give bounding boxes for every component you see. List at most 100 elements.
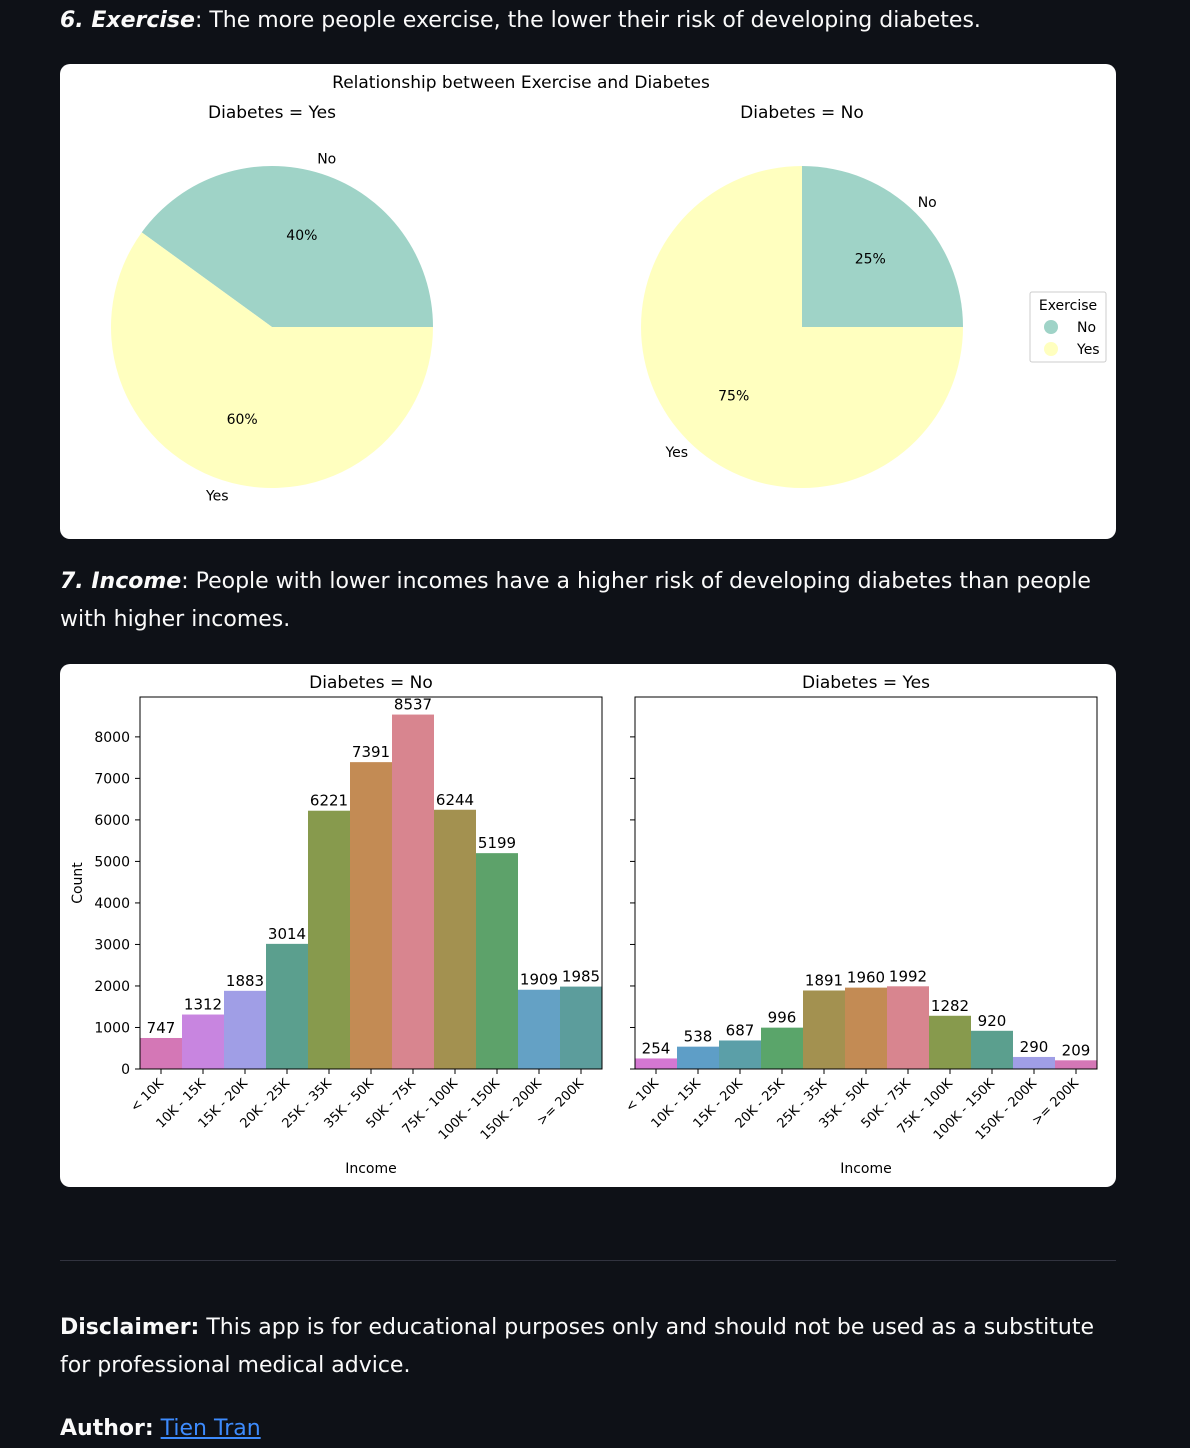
- exercise-pie-figure: Relationship between Exercise and Diabet…: [60, 64, 1116, 539]
- y-axis-label: Count: [70, 862, 86, 904]
- y-tick-label: 0: [121, 1062, 130, 1078]
- income-bar-chart: Count 0 1000 2000 3000 4000 5000 6000 7000 8000 74…: [70, 673, 1098, 1177]
- divider: [60, 1260, 1116, 1261]
- pie-slice-no: [141, 165, 433, 327]
- section-heading-income: 7. Income: People with lower incomes hav…: [60, 563, 1120, 639]
- y-tick-label: 1000: [94, 1020, 130, 1036]
- x-tick-label: >= 200K: [1029, 1076, 1082, 1129]
- x-axis-label: Income: [840, 1161, 892, 1177]
- disclaimer: Disclaimer: This app is for educational …: [60, 1309, 1120, 1385]
- pie-slice-yes: [111, 232, 434, 488]
- section-title: Exercise: [91, 8, 195, 33]
- x-axis-label: Income: [345, 1161, 397, 1177]
- income-bar-figure: Count 0 1000 2000 3000 4000 5000 6000 7000 8000 74…: [60, 664, 1116, 1187]
- bar-value-label: 1312: [184, 996, 222, 1014]
- bar-value-label: 1985: [562, 968, 600, 986]
- bar-value-label: 1960: [847, 969, 885, 987]
- bar: [635, 1058, 677, 1069]
- x-tick-label: >= 200K: [534, 1076, 587, 1129]
- bar: [1013, 1056, 1055, 1069]
- bar: [677, 1046, 719, 1069]
- author-link[interactable]: Tien Tran: [160, 1416, 261, 1441]
- bar: [560, 986, 602, 1069]
- y-tick-label: 2000: [94, 979, 130, 995]
- bar: [140, 1037, 182, 1069]
- author: Author: Tien Tran: [60, 1410, 1120, 1448]
- section-text: : The more people exercise, the lower th…: [194, 8, 981, 33]
- section-text: : People with lower incomes have a highe…: [60, 569, 1091, 632]
- pie-legend: Exercise No Yes: [1029, 291, 1107, 363]
- bar-value-label: 6221: [310, 792, 348, 810]
- bar-value-label: 1909: [520, 971, 558, 989]
- bar-value-label: 209: [1062, 1041, 1091, 1059]
- bar: [845, 987, 887, 1069]
- legend-label: No: [1077, 320, 1096, 336]
- legend-title: Exercise: [1039, 298, 1097, 314]
- bar-value-label: 1891: [805, 971, 843, 989]
- author-label: Author:: [60, 1416, 154, 1441]
- bar-value-label: 290: [1020, 1038, 1049, 1056]
- pie-slice-no: [802, 166, 963, 327]
- y-tick-label: 5000: [94, 854, 130, 870]
- bar: [971, 1030, 1013, 1069]
- pie-percent-label: 75%: [718, 388, 749, 404]
- pie-category-label: No: [918, 195, 937, 211]
- chart-title: Relationship between Exercise and Diabet…: [332, 73, 710, 93]
- pie-category-label: Yes: [664, 445, 688, 461]
- y-tick-label: 7000: [94, 771, 130, 787]
- pie-category-label: Yes: [205, 488, 229, 504]
- pie-panel-title: Diabetes = Yes: [208, 103, 336, 123]
- bar-value-label: 1992: [889, 967, 927, 985]
- pie-category-label: No: [317, 152, 336, 168]
- x-tick-label: < 10K: [128, 1076, 167, 1115]
- legend-label: Yes: [1076, 342, 1100, 358]
- bar-value-label: 3014: [268, 925, 306, 943]
- y-tick-label: 3000: [94, 937, 130, 953]
- bar: [308, 810, 350, 1069]
- bar-panel-title: Diabetes = Yes: [802, 673, 930, 693]
- bar: [803, 990, 845, 1069]
- bar-value-label: 6244: [436, 791, 474, 809]
- pie-percent-label: 40%: [286, 228, 317, 244]
- bar: [266, 943, 308, 1069]
- pie-slice-yes: [641, 166, 963, 488]
- bar: [434, 809, 476, 1069]
- bar-value-label: 8537: [394, 696, 432, 714]
- section-title: Income: [91, 569, 182, 594]
- bar: [182, 1014, 224, 1069]
- pie-panel-title: Diabetes = No: [740, 103, 864, 123]
- y-tick-label: 8000: [94, 730, 130, 746]
- y-tick-label: 6000: [94, 813, 130, 829]
- bar: [761, 1027, 803, 1069]
- legend-marker-yes: [1044, 342, 1058, 356]
- bar: [518, 989, 560, 1069]
- bar: [929, 1015, 971, 1069]
- bar: [887, 986, 929, 1069]
- section-number: 7.: [60, 569, 84, 594]
- bar-panel-title: Diabetes = No: [309, 673, 433, 693]
- bar-panel: 0 1000 2000 3000 4000 5000 6000 7000 8000 747 1312…: [94, 673, 603, 1177]
- bar: [719, 1040, 761, 1069]
- bar-value-label: 538: [684, 1028, 713, 1046]
- bar: [1055, 1060, 1097, 1069]
- pie-percent-label: 25%: [855, 252, 886, 268]
- bar-value-label: 7391: [352, 743, 390, 761]
- bar-value-label: 5199: [478, 834, 516, 852]
- bar-value-label: 996: [768, 1009, 797, 1027]
- section-heading-exercise: 6. Exercise: The more people exercise, t…: [60, 2, 1120, 40]
- bar: [224, 990, 266, 1069]
- bar-value-label: 920: [978, 1012, 1007, 1030]
- y-tick-label: 4000: [94, 896, 130, 912]
- exercise-pie-chart: Relationship between Exercise and Diabet…: [111, 73, 1107, 504]
- bar: [392, 714, 434, 1069]
- bar-value-label: 254: [642, 1039, 671, 1057]
- bar-value-label: 1282: [931, 997, 969, 1015]
- legend-marker-no: [1044, 320, 1058, 334]
- disclaimer-text: This app is for educational purposes onl…: [60, 1315, 1095, 1378]
- bar: [350, 762, 392, 1069]
- bar-value-label: 1883: [226, 972, 264, 990]
- bar: [476, 853, 518, 1069]
- section-number: 6.: [60, 8, 84, 33]
- bar-value-label: 687: [726, 1021, 755, 1039]
- pie-percent-label: 60%: [227, 412, 258, 428]
